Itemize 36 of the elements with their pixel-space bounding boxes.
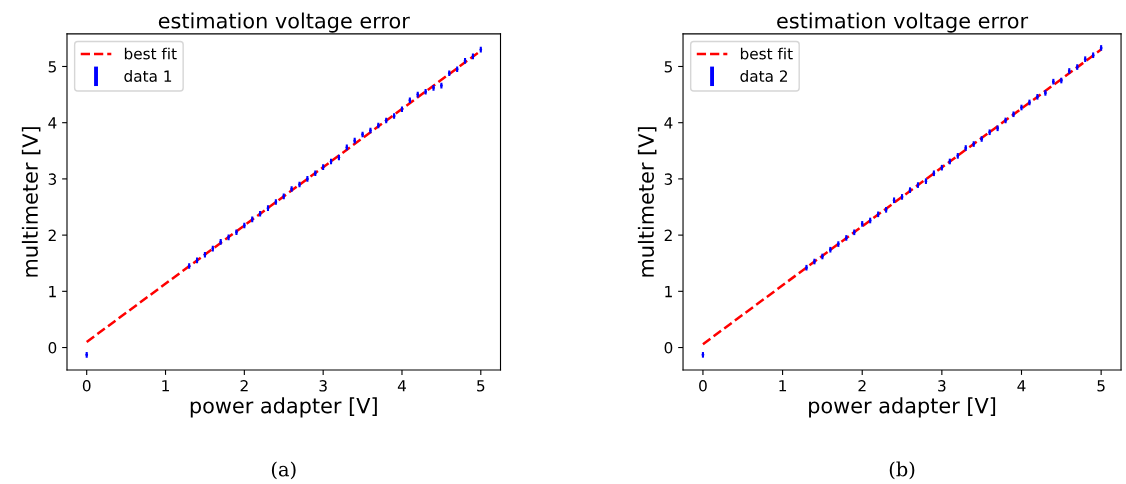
x-tick-label: 2 [240,380,248,392]
x-tick-label: 4 [397,380,406,392]
x-tick-label: 3 [938,380,946,392]
x-tick-label: 0 [82,380,91,392]
legend-label: best fit [740,47,793,60]
y-tick-label: 3 [664,173,673,185]
x-tick-label: 5 [477,380,485,392]
y-tick-label: 4 [664,117,673,129]
y-tick-label: 3 [48,173,57,185]
y-axis-title: multimeter [V] [637,127,657,277]
chart-title: estimation voltage error [777,12,1029,33]
legend-label: data 2 [740,70,788,82]
x-tick-label: 3 [319,380,327,392]
y-tick-label: 5 [48,61,56,73]
x-tick-label: 2 [858,380,866,392]
y-tick-label: 1 [49,285,56,298]
x-tick-label: 5 [1097,380,1105,392]
x-axis-title: power adapter [V] [190,397,377,418]
y-axis-title: multimeter [V] [21,127,41,277]
y-tick-label: 0 [664,342,673,354]
y-tick-label: 4 [48,117,57,129]
legend-label: best fit [124,47,177,60]
y-tick-label: 2 [48,229,56,241]
y-tick-label: 2 [664,229,672,241]
y-tick-label: 5 [664,61,672,73]
y-tick-label: 1 [665,285,672,298]
text: (a) [271,461,296,480]
x-tick-label: 4 [1017,380,1026,392]
y-tick-label: 0 [48,342,57,354]
x-axis-title: power adapter [V] [809,397,996,418]
legend-label: data 1 [124,70,172,82]
x-tick-label: 0 [699,380,707,392]
text: (b) [889,461,915,480]
x-tick-label: 1 [779,380,787,392]
x-tick-label: 1 [162,380,169,392]
chart-title: estimation voltage error [158,12,410,33]
